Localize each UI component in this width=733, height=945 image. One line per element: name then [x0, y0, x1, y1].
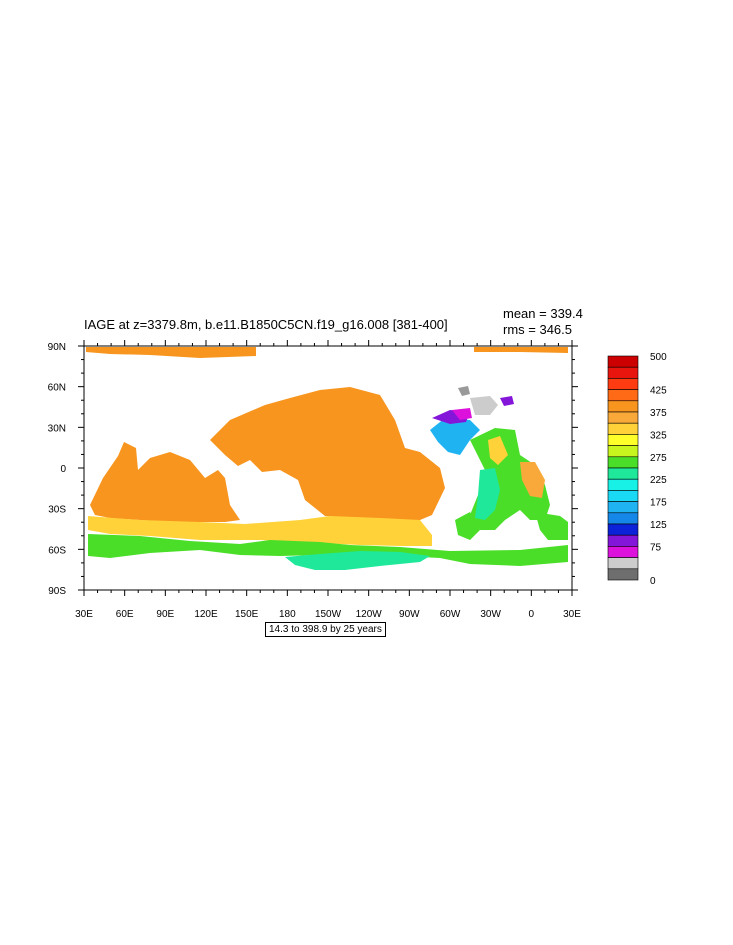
colorbar-swatch	[607, 568, 639, 581]
lon-label: 60E	[116, 609, 134, 620]
colorbar-swatch	[607, 378, 639, 390]
colorbar-swatch	[607, 557, 639, 570]
lon-label: 120E	[194, 609, 218, 620]
lon-label: 0	[529, 609, 535, 620]
south-atlantic-green-east	[535, 512, 568, 540]
arctic-ocean-region-east	[474, 347, 568, 353]
colorbar-label: 125	[650, 520, 667, 531]
atlantic-ocean-cyan	[475, 468, 500, 520]
colorbar-swatch	[607, 546, 639, 558]
lon-label: 60W	[440, 609, 461, 620]
colorbar-swatch	[607, 366, 639, 379]
colorbar-label: 225	[650, 475, 667, 486]
lat-label: 90S	[48, 586, 66, 597]
rms-value: rms = 346.5	[503, 322, 573, 337]
mean-value: mean = 339.4	[503, 306, 583, 321]
latitude-axis: 90N 60N 30N 0 30S 60S 90S	[48, 342, 578, 597]
colorbar-label: 425	[650, 386, 667, 397]
arctic-ocean-region	[86, 347, 256, 358]
indian-ocean-region	[90, 442, 240, 522]
southern-ocean-green-band	[88, 534, 568, 566]
colorbar	[607, 355, 639, 581]
colorbar-swatch	[607, 467, 639, 480]
lon-label: 150E	[235, 609, 259, 620]
lat-label: 0	[60, 464, 66, 475]
colorbar-swatch	[607, 490, 639, 502]
lon-label: 30E	[563, 609, 581, 620]
lat-label: 60S	[48, 545, 66, 556]
east-atlantic-orange	[520, 462, 545, 498]
labrador-sea-magenta	[452, 408, 472, 420]
colorbar-swatch	[607, 411, 639, 424]
colorbar-swatch	[607, 478, 639, 491]
lon-label: 30E	[75, 609, 93, 620]
lon-label: 120W	[356, 609, 383, 620]
southern-ocean-cyan-region	[285, 551, 430, 570]
colorbar-label: 0	[650, 576, 656, 587]
plot-title: IAGE at z=3379.8m, b.e11.B1850C5CN.f19_g…	[84, 317, 448, 332]
colorbar-label: 500	[650, 352, 667, 363]
colorbar-label: 75	[650, 542, 662, 553]
longitude-axis: 30E 60E 90E 120E 150E 180 150W 120W 90W 60W 30W 0 30…	[75, 340, 581, 620]
lon-label: 90W	[399, 609, 420, 620]
colorbar-label: 325	[650, 430, 667, 441]
lat-label: 30S	[48, 505, 66, 516]
lon-label: 150W	[315, 609, 342, 620]
lat-label: 60N	[48, 383, 66, 394]
colorbar-swatch	[607, 534, 639, 547]
colorbar-label: 375	[650, 408, 667, 419]
greenland-sea-missing-dark	[458, 386, 470, 396]
colorbar-swatch	[607, 523, 639, 536]
southern-yellow-band	[88, 516, 432, 546]
colorbar-swatch	[607, 512, 639, 525]
ocean-age-field	[86, 347, 568, 570]
lon-label: 90E	[156, 609, 174, 620]
nordic-seas-missing	[470, 396, 498, 415]
lon-label: 180	[279, 609, 296, 620]
pacific-ocean-region	[210, 387, 445, 520]
colorbar-labels: 500 425 375 325 275 225 175 125 75 0	[650, 352, 667, 587]
east-atlantic-yellow	[488, 436, 508, 465]
norwegian-sea-purple	[500, 396, 514, 406]
contour-info-box: 14.3 to 398.9 by 25 years	[265, 622, 386, 637]
lat-label: 90N	[48, 342, 66, 353]
colorbar-label: 175	[650, 498, 667, 509]
north-atlantic-young-water	[430, 418, 480, 455]
colorbar-swatch	[607, 422, 639, 435]
colorbar-swatch	[607, 400, 639, 413]
lon-label: 30W	[480, 609, 501, 620]
colorbar-swatch	[607, 355, 639, 368]
colorbar-swatch	[607, 456, 639, 469]
colorbar-swatch	[607, 434, 639, 446]
southeast-pacific-green	[455, 512, 480, 540]
colorbar-swatch	[607, 445, 639, 458]
colorbar-swatch	[607, 389, 639, 402]
colorbar-label: 275	[650, 453, 667, 464]
lat-label: 30N	[48, 423, 66, 434]
colorbar-swatch	[607, 501, 639, 514]
